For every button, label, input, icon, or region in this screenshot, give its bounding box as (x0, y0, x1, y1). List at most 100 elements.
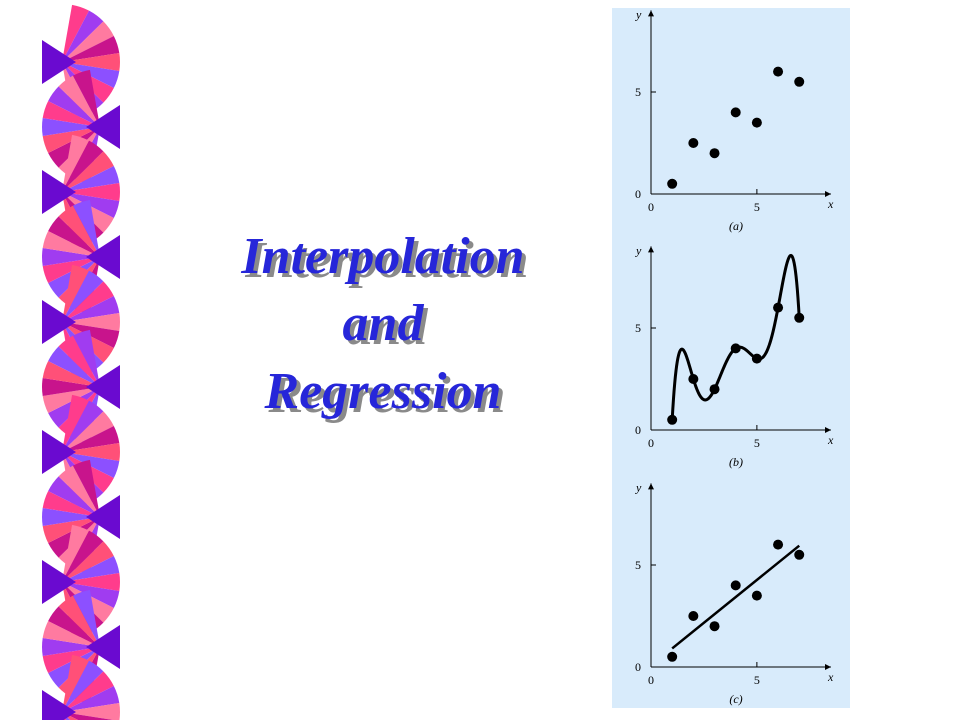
fan-wedge (72, 69, 100, 127)
fan-tip (86, 365, 120, 409)
fan-tip (42, 300, 76, 344)
fan-wedge (42, 638, 100, 656)
data-point (709, 621, 720, 632)
y-arrow (648, 10, 654, 17)
fan-wedge (62, 10, 104, 63)
fan-wedge (72, 329, 100, 387)
fan-wedge (62, 264, 90, 322)
fan-wedge (62, 703, 120, 720)
data-point (751, 353, 762, 364)
fan-wedge (62, 524, 90, 582)
fan-wedge (62, 394, 90, 452)
fan-wedge (62, 411, 114, 452)
data-point (773, 302, 784, 313)
data-point (794, 549, 805, 560)
charts: x y 0 5 0 5 (a) x y 0 5 0 5 (b) x y 0 5 0 5 (c) (635, 7, 834, 706)
fan-wedge (62, 270, 104, 322)
data-point (688, 138, 699, 148)
fan-wedge (62, 573, 120, 591)
title-shadow: Regression (268, 367, 506, 424)
fan-wedge (58, 465, 100, 517)
decorative-border (42, 4, 120, 720)
data-point (667, 414, 678, 425)
data-point (773, 66, 784, 77)
fan-wedge (62, 53, 120, 71)
data-point (688, 374, 699, 384)
x-arrow (825, 427, 831, 433)
regression-line (671, 544, 801, 650)
x-tick-label: 5 (754, 200, 760, 214)
fan-wedge (62, 685, 120, 712)
fan-wedge (62, 183, 120, 201)
fan-wedge (62, 660, 104, 712)
fan-wedge (72, 199, 100, 257)
fan-wedge (62, 21, 114, 62)
data-point (709, 384, 720, 395)
fan-tip (42, 430, 76, 474)
fan-tip (42, 170, 76, 214)
title-line: Interpolation (240, 228, 524, 285)
fan-wedge (62, 313, 120, 331)
x-tick-label: 5 (754, 436, 760, 450)
fan-wedge (58, 205, 100, 257)
data-point (730, 343, 741, 354)
y-arrow (648, 483, 654, 490)
x-tick-label: 0 (648, 673, 654, 687)
fan-wedge (48, 606, 100, 647)
data-point (730, 580, 741, 591)
fan-tip (42, 690, 76, 720)
fan-wedge (62, 555, 120, 582)
fan-wedge (42, 360, 100, 387)
x-arrow (825, 191, 831, 197)
data-point (773, 539, 784, 550)
fan-tip (86, 625, 120, 669)
fan-wedge (62, 4, 90, 63)
y-axis-label: y (635, 243, 642, 257)
fan-wedge (42, 378, 100, 396)
data-point (751, 590, 762, 601)
title-line: Regression (264, 363, 502, 420)
fan-wedge (62, 712, 78, 720)
fan-wedge (72, 589, 100, 647)
fan-wedge (48, 346, 100, 387)
caption: (c) (729, 692, 742, 706)
title-line: and (343, 295, 425, 352)
fan-wedge (42, 620, 100, 647)
fan-wedge (58, 595, 100, 647)
fan-tip (42, 560, 76, 604)
fan-tip (86, 235, 120, 279)
x-axis-label: x (827, 670, 834, 684)
fan-wedge (62, 35, 120, 62)
data-point (667, 178, 678, 189)
data-point (794, 312, 805, 323)
y-tick-label: 0 (635, 423, 641, 437)
fan-wedge (62, 425, 120, 452)
data-point (730, 107, 741, 118)
x-tick-label: 0 (648, 436, 654, 450)
y-axis-label: y (635, 480, 642, 494)
fan-wedge (42, 118, 100, 136)
y-tick-label: 5 (635, 321, 641, 335)
data-point (794, 76, 805, 87)
fan-wedge (72, 459, 100, 517)
y-axis-label: y (635, 7, 642, 21)
x-arrow (825, 664, 831, 670)
y-tick-label: 5 (635, 85, 641, 99)
fan-wedge (62, 530, 104, 582)
fan-tip (86, 495, 120, 539)
fan-wedge (62, 671, 114, 712)
fan-wedge (42, 230, 100, 257)
fan-wedge (62, 151, 114, 192)
y-tick-label: 5 (635, 558, 641, 572)
figure-background (612, 8, 850, 708)
data-point (751, 117, 762, 128)
fan-wedge (62, 712, 114, 720)
fan-wedge (62, 295, 120, 322)
fan-wedge (48, 476, 100, 517)
fan-tip (86, 105, 120, 149)
fan-wedge (62, 134, 90, 192)
fan-wedge (62, 541, 114, 582)
x-tick-label: 5 (754, 673, 760, 687)
data-point (667, 651, 678, 662)
fan-wedge (42, 100, 100, 127)
